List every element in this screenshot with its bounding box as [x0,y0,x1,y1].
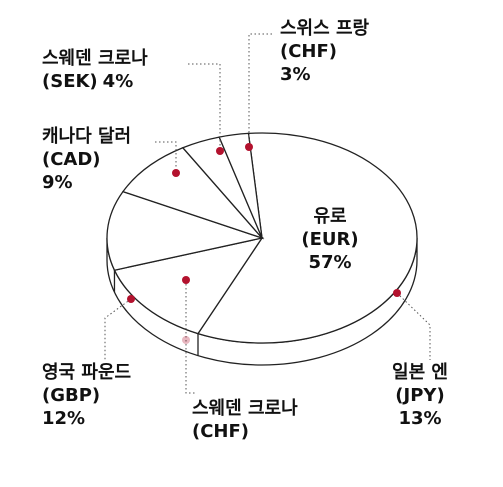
label-part: 캐나다 달러 [42,126,131,147]
label: 스웨덴 크로나 (CHF) [192,398,298,442]
label-part: 13% [398,408,441,429]
label-part: 일본 엔 [392,362,448,383]
label-part: 3% [280,64,311,85]
marker-dot [245,143,253,151]
pie-slice [113,237,264,335]
label-part: (SEK) [42,71,98,92]
label: 일본 엔 (JPY) 13% [392,362,448,429]
marker-dot [216,147,224,155]
leader-line [188,63,221,151]
marker-dot [182,336,190,344]
pie-slice [106,190,265,271]
label-part: 4% [103,71,134,92]
label-part: (JPY) [395,385,444,406]
leader-line [155,141,177,173]
label: 스웨덴 크로나 (SEK) 4% [42,48,148,92]
leader-line [104,298,132,360]
label: 영국 파운드 (GBP) 12% [42,362,131,429]
leader-line [185,280,196,394]
label-part: (GBP) [42,385,100,406]
label: 스위스 프랑 (CHF) 3% [280,18,370,85]
label-part: 스웨덴 크로나 [192,398,298,419]
label-part: 스위스 프랑 [280,18,370,39]
label-part: 12% [42,408,85,429]
pie-slice [121,146,265,240]
label-part: 57% [308,252,351,273]
marker-dot [393,289,401,297]
marker-dot [172,169,180,177]
marker-dot [127,295,135,303]
marker-dot [182,276,190,284]
leader-line [248,33,272,147]
label-part: 스웨덴 크로나 [42,48,148,69]
label-part: (CAD) [42,149,101,170]
leader-line [396,292,431,360]
pie-slice [218,132,263,239]
label-part: (CHF) [192,421,249,442]
label-part: (EUR) [301,229,358,250]
label-part: 영국 파운드 [42,362,131,383]
label-part: (CHF) [280,41,337,62]
label-part: 유로 [313,206,346,227]
label: 유로 (EUR) 57% [301,206,358,273]
label-part: 9% [42,172,73,193]
label: 캐나다 달러 (CAD) 9% [42,126,131,193]
pie-slice [196,132,418,344]
